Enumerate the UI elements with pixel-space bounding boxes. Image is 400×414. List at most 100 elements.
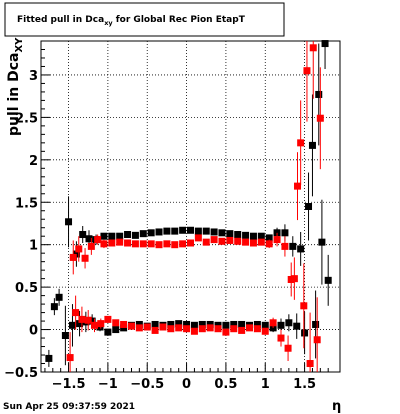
data-point xyxy=(277,334,285,342)
data-point xyxy=(100,240,108,248)
data-point xyxy=(198,320,206,328)
data-point xyxy=(112,319,120,327)
data-point xyxy=(234,237,242,245)
y-axis-title-main: pull in Dca xyxy=(6,53,22,136)
data-point xyxy=(210,228,218,236)
y-tick-label: 2 xyxy=(29,154,38,169)
data-point xyxy=(238,326,246,334)
data-point xyxy=(151,326,159,334)
data-point xyxy=(315,90,323,98)
data-point xyxy=(249,239,257,247)
data-point xyxy=(294,182,302,190)
data-point xyxy=(50,303,58,311)
data-point xyxy=(167,325,175,333)
data-point xyxy=(108,239,116,247)
x-tick-label: −0.5 xyxy=(130,377,164,392)
title-box xyxy=(4,2,285,37)
chart-title-sub: xy xyxy=(104,19,113,27)
data-point xyxy=(155,228,163,236)
data-point xyxy=(79,231,87,239)
data-point xyxy=(293,322,301,330)
chart-title-main: Fitted pull in Dca xyxy=(17,15,104,25)
data-point xyxy=(246,324,254,332)
data-point xyxy=(69,253,77,261)
data-point xyxy=(163,240,171,248)
data-point xyxy=(88,317,96,325)
data-point xyxy=(303,67,311,75)
data-point xyxy=(171,241,179,249)
data-point xyxy=(112,326,120,334)
data-point xyxy=(226,236,234,244)
data-point xyxy=(301,329,309,337)
data-point xyxy=(297,245,305,253)
data-point xyxy=(81,254,89,262)
data-point xyxy=(261,321,269,329)
data-point xyxy=(97,320,105,328)
y-tick-label: 1 xyxy=(29,239,38,254)
y-tick-label: 2.5 xyxy=(15,111,38,126)
data-point xyxy=(290,275,298,283)
data-point xyxy=(190,327,198,335)
data-point xyxy=(163,227,171,235)
data-point xyxy=(242,231,250,239)
data-point xyxy=(198,325,206,333)
data-point xyxy=(127,322,135,330)
data-point xyxy=(285,319,293,327)
ticks xyxy=(41,48,329,373)
data-point xyxy=(183,320,191,328)
data-point xyxy=(135,324,143,332)
data-point xyxy=(257,238,265,246)
data-point xyxy=(273,236,281,244)
data-point xyxy=(147,229,155,237)
y-tick-label: 1.5 xyxy=(15,196,38,211)
data-point xyxy=(305,203,313,210)
data-point xyxy=(321,40,329,48)
data-point xyxy=(104,315,112,323)
data-point xyxy=(316,114,324,122)
data-point xyxy=(187,239,194,247)
data-point xyxy=(131,240,139,248)
data-point xyxy=(284,344,292,352)
data-point xyxy=(94,236,102,244)
data-point xyxy=(116,238,124,246)
x-tick-label: 1 xyxy=(261,377,270,392)
data-point xyxy=(45,354,53,362)
data-point xyxy=(277,321,285,329)
data-point xyxy=(309,44,317,52)
data-point xyxy=(194,234,202,242)
data-point xyxy=(222,328,230,336)
x-tick-label: 0 xyxy=(182,377,191,392)
data-point xyxy=(124,239,132,247)
data-point xyxy=(308,141,316,149)
data-point xyxy=(253,325,261,333)
data-point xyxy=(120,320,128,328)
data-point xyxy=(253,320,261,328)
data-point xyxy=(75,245,83,253)
data-point xyxy=(218,229,226,237)
data-point xyxy=(91,321,99,329)
y-tick-label: 0.5 xyxy=(15,281,38,296)
data-point xyxy=(175,324,183,332)
plot-frame xyxy=(40,40,341,373)
data-point xyxy=(131,231,139,239)
x-tick-label: 0.5 xyxy=(214,377,237,392)
y-tick-label: −0.5 xyxy=(4,366,38,381)
data-point xyxy=(324,276,332,284)
data-point xyxy=(179,226,187,234)
data-point xyxy=(265,240,273,248)
data-point xyxy=(87,242,95,250)
data-point xyxy=(194,227,202,235)
data-point xyxy=(183,325,191,333)
data-point xyxy=(155,241,163,249)
data-point xyxy=(66,354,74,362)
data-point xyxy=(313,336,321,344)
data-point xyxy=(147,240,155,248)
chart-title: Fitted pull in Dcaxy for Global Rec Pion… xyxy=(17,15,246,27)
x-axis-title: η xyxy=(332,399,341,414)
data-point xyxy=(281,242,289,250)
data-point xyxy=(230,325,238,333)
x-tick-label: −1.5 xyxy=(52,377,86,392)
data-point xyxy=(124,231,132,239)
data-point xyxy=(68,321,76,329)
